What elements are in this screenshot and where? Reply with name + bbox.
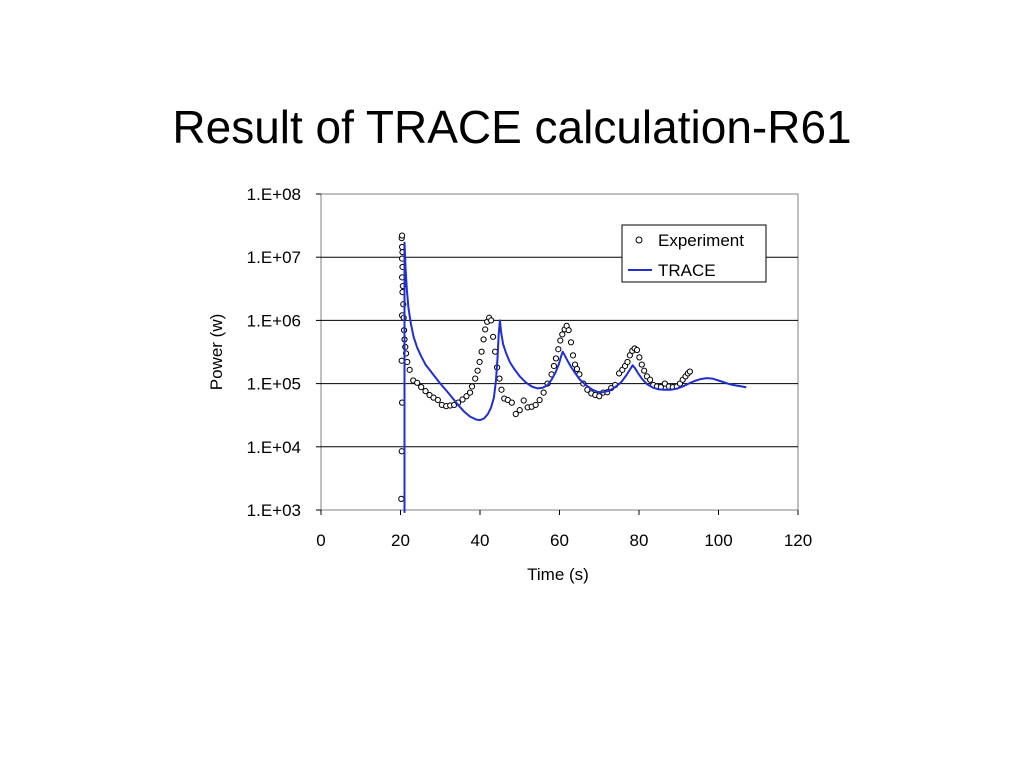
- x-tick-label: 40: [471, 531, 490, 550]
- x-tick-label: 120: [784, 531, 812, 550]
- experiment-point: [422, 388, 429, 395]
- legend-trace-label: TRACE: [658, 261, 716, 280]
- experiment-point: [596, 393, 603, 400]
- experiment-point: [550, 362, 558, 370]
- y-tick-label: 1.E+08: [247, 185, 301, 204]
- experiment-point: [398, 495, 405, 502]
- experiment-point: [478, 348, 485, 355]
- experiment-point: [559, 331, 566, 338]
- x-tick-label: 60: [550, 531, 569, 550]
- experiment-point: [463, 393, 470, 400]
- experiment-point: [418, 384, 425, 391]
- experiment-point: [641, 367, 648, 374]
- experiment-point: [398, 232, 406, 239]
- series-experiment: [398, 232, 693, 502]
- experiment-point: [474, 367, 481, 374]
- experiment-point: [466, 389, 474, 396]
- experiment-point: [555, 346, 562, 353]
- experiment-point: [636, 354, 643, 361]
- y-axis-title: Power (w): [207, 314, 226, 391]
- experiment-point: [552, 355, 560, 362]
- experiment-point: [540, 389, 547, 396]
- y-tick-label: 1.E+07: [247, 248, 301, 267]
- legend-experiment-label: Experiment: [658, 231, 744, 250]
- experiment-point: [482, 326, 489, 333]
- experiment-point: [516, 407, 523, 414]
- y-tick-label: 1.E+03: [247, 501, 301, 520]
- experiment-point: [661, 380, 668, 387]
- experiment-point: [414, 379, 421, 386]
- experiment-point: [508, 399, 515, 406]
- experiment-point: [496, 375, 503, 382]
- legend: Experiment TRACE: [621, 224, 767, 283]
- experiment-point: [480, 336, 487, 343]
- experiment-point: [472, 375, 479, 382]
- experiment-point: [520, 397, 527, 404]
- x-tick-label: 20: [391, 531, 410, 550]
- legend-experiment-marker: [635, 236, 643, 244]
- experiment-point: [647, 376, 654, 383]
- experiment-point: [638, 361, 645, 368]
- slide-title: Result of TRACE calculation-R61: [172, 101, 852, 153]
- experiment-point: [567, 339, 575, 346]
- experiment-point: [468, 383, 476, 390]
- experiment-point: [565, 327, 572, 334]
- experiment-point: [406, 366, 413, 373]
- experiment-point: [490, 333, 497, 340]
- experiment-point: [476, 358, 483, 366]
- experiment-point: [532, 401, 539, 409]
- series-trace-line: [403, 241, 747, 513]
- experiment-point: [624, 358, 631, 366]
- experiment-point: [536, 396, 543, 404]
- x-tick-labels: 0 20 40 60 80 100 120: [316, 531, 812, 550]
- axis-ticks: [316, 193, 799, 515]
- experiment-point: [498, 386, 505, 393]
- experiment-point: [459, 396, 466, 403]
- experiment-point: [512, 410, 519, 418]
- y-tick-label: 1.E+05: [247, 375, 301, 394]
- experiment-point: [488, 317, 495, 324]
- x-axis-title: Time (s): [527, 565, 589, 584]
- y-tick-labels: 1.E+03 1.E+04 1.E+05 1.E+06 1.E+07 1.E+08: [247, 185, 301, 520]
- experiment-point: [557, 337, 564, 344]
- y-tick-label: 1.E+06: [247, 311, 301, 330]
- x-tick-label: 100: [704, 531, 732, 550]
- experiment-point: [434, 396, 441, 404]
- experiment-point: [633, 346, 641, 354]
- experiment-point: [569, 352, 577, 359]
- experiment-point: [686, 368, 693, 375]
- x-tick-label: 80: [630, 531, 649, 550]
- legend-box: [621, 224, 767, 283]
- experiment-point: [573, 365, 581, 373]
- y-tick-label: 1.E+04: [247, 438, 301, 457]
- x-tick-label: 0: [316, 531, 325, 550]
